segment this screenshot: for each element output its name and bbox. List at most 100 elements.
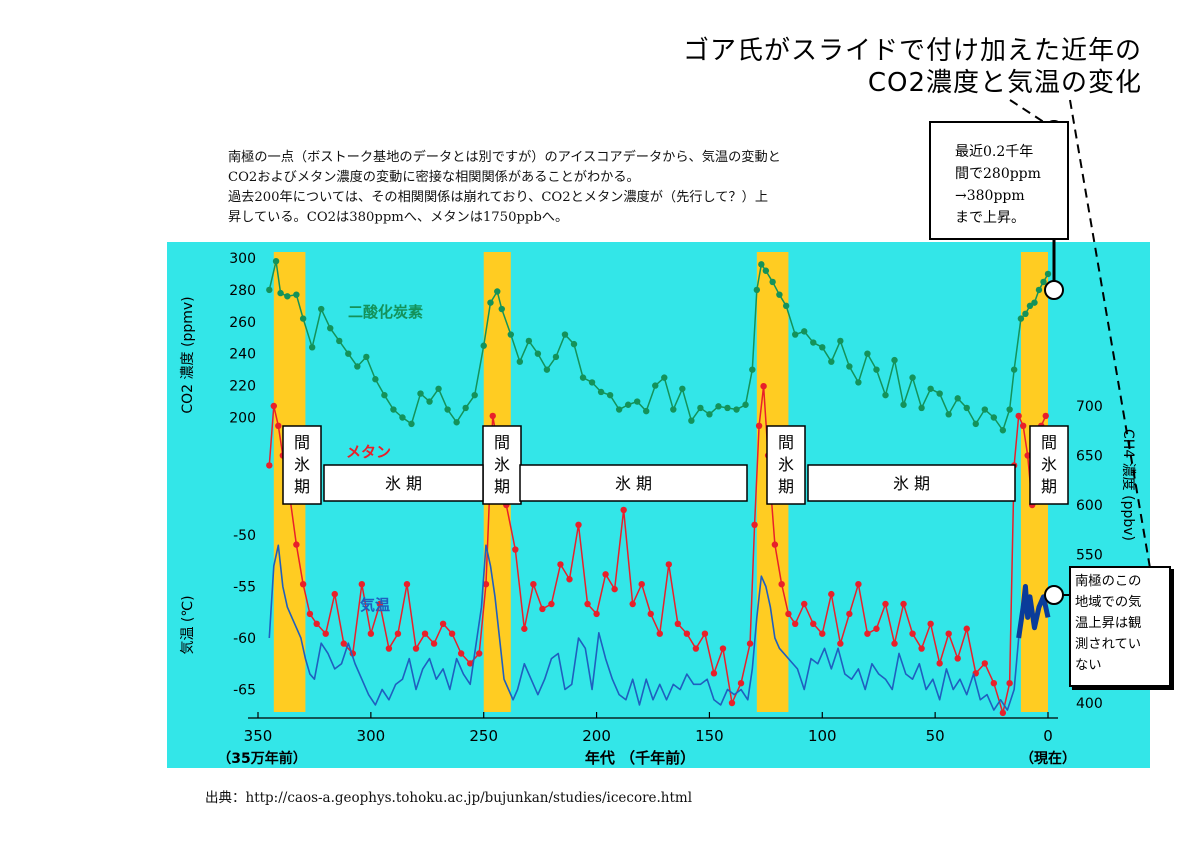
- x-tick-label: 0: [1043, 727, 1053, 745]
- data-point-co2: [652, 382, 659, 389]
- data-point-co2: [277, 289, 284, 297]
- temperature-tick-label: -50: [233, 528, 256, 544]
- callout-antarctic-temperature: 南極のこの 地域での気 温上昇は観 測されてい ない: [1069, 566, 1171, 687]
- interglacial-label-char: 期: [294, 477, 310, 496]
- data-point-co2: [981, 406, 988, 413]
- methane-tick-label: 650: [1076, 449, 1103, 465]
- data-point-co2: [661, 374, 668, 381]
- data-point-methane: [954, 655, 961, 662]
- data-point-methane: [512, 546, 519, 553]
- data-point-co2: [864, 350, 871, 357]
- data-point-co2: [945, 411, 952, 418]
- co2-tick-label: 280: [229, 283, 256, 299]
- description-line: 過去200年については、その相関関係は崩れており、CO2とメタン濃度が（先行して…: [228, 190, 769, 205]
- data-point-methane: [692, 645, 700, 652]
- data-point-methane: [918, 645, 925, 652]
- data-point-co2: [927, 385, 934, 392]
- data-point-co2: [954, 395, 961, 402]
- data-point-methane: [358, 581, 366, 588]
- marker-circle-temperature: [1044, 585, 1064, 605]
- data-point-methane: [412, 645, 420, 652]
- data-point-co2: [828, 358, 835, 365]
- data-point-methane: [936, 660, 943, 667]
- data-point-co2: [293, 291, 300, 298]
- interglacial-label-char: 期: [494, 477, 510, 496]
- data-point-co2: [679, 385, 686, 392]
- data-point-co2: [615, 406, 623, 413]
- data-point-methane: [394, 630, 402, 637]
- glacial-label: 氷 期: [615, 474, 652, 493]
- data-point-co2: [408, 420, 415, 428]
- data-point-co2: [308, 344, 316, 351]
- interglacial-label-char: 間: [1041, 433, 1057, 452]
- data-point-methane: [557, 561, 564, 568]
- data-point-co2: [1031, 299, 1038, 306]
- data-point-co2: [372, 376, 379, 383]
- data-point-methane: [891, 640, 898, 647]
- interglacial-label-box: [766, 425, 806, 505]
- data-point-co2: [900, 401, 907, 408]
- methane-tick-label: 550: [1076, 548, 1103, 564]
- callout-line: まで上昇。: [955, 210, 1025, 226]
- data-point-co2: [354, 363, 361, 370]
- data-point-methane: [737, 680, 745, 687]
- co2-axis-title: CO2 濃度 (ppmv): [180, 296, 196, 413]
- data-point-co2: [471, 391, 478, 399]
- callout-line: →380ppm: [955, 188, 1025, 204]
- data-point-methane: [785, 610, 792, 618]
- data-point-co2: [624, 401, 632, 408]
- data-point-methane: [376, 600, 384, 608]
- data-point-methane: [1015, 412, 1022, 420]
- data-point-methane: [270, 402, 277, 410]
- data-point-methane: [629, 600, 636, 608]
- data-point-co2: [918, 404, 925, 412]
- co2-tick-label: 300: [229, 251, 256, 267]
- data-point-co2: [715, 403, 722, 410]
- data-point-co2: [742, 401, 749, 408]
- data-point-methane: [719, 645, 727, 652]
- data-point-co2: [561, 331, 569, 338]
- data-point-methane: [864, 630, 871, 637]
- data-point-methane: [322, 630, 329, 637]
- data-point-methane: [340, 640, 347, 647]
- marker-circle-co2: [1044, 280, 1064, 300]
- x-tick-label: 100: [808, 727, 837, 745]
- source-citation: 出典：http://caos-a.geophys.tohoku.ac.jp/bu…: [205, 790, 693, 806]
- data-point-methane: [647, 610, 654, 618]
- interglacial-label-box: [282, 425, 322, 505]
- data-point-co2: [390, 406, 397, 413]
- callout-line: 最近0.2千年: [955, 144, 1034, 160]
- co2-tick-label: 260: [229, 315, 256, 331]
- data-point-co2: [810, 339, 817, 346]
- data-point-co2: [318, 305, 325, 313]
- data-point-co2: [534, 350, 542, 357]
- data-point-methane: [873, 625, 880, 632]
- data-point-co2: [588, 379, 596, 386]
- description-text: 南極の一点（ボストーク基地のデータとは別ですが）のアイスコアデータから、気温の変…: [228, 148, 868, 228]
- data-point-co2: [462, 404, 469, 412]
- callout-line: 温上昇は観: [1075, 616, 1142, 631]
- data-point-co2: [733, 406, 740, 413]
- data-point-methane: [313, 620, 320, 627]
- data-point-methane: [674, 620, 682, 627]
- data-point-co2: [837, 337, 844, 345]
- data-point-methane: [1019, 422, 1027, 429]
- temperature-tick-label: -60: [233, 631, 256, 647]
- dashed-connector-right: [1069, 99, 1151, 569]
- co2-tick-label: 220: [229, 379, 256, 395]
- data-point-co2: [543, 366, 551, 373]
- description-line: CO2およびメタン濃度の変動に密接な相関関係があることがわかる。: [228, 170, 640, 185]
- data-point-methane: [299, 581, 307, 588]
- temperature-tick-label: -65: [233, 683, 256, 699]
- data-point-methane: [620, 506, 627, 514]
- x-tick-label: 350: [244, 727, 273, 745]
- data-point-co2: [498, 305, 505, 313]
- x-axis-title: 年代 （千年前）: [585, 749, 695, 767]
- interglacial-label-char: 期: [1041, 477, 1057, 496]
- data-point-methane: [771, 541, 779, 548]
- data-point-methane: [430, 640, 438, 647]
- data-point-methane: [751, 521, 758, 528]
- glacial-label: 氷 期: [385, 474, 422, 493]
- data-point-methane: [489, 412, 496, 420]
- data-point-co2: [345, 350, 352, 357]
